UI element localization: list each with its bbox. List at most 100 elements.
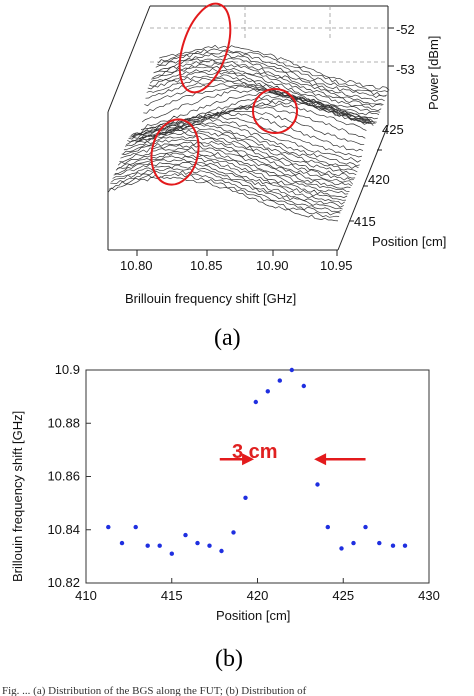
y-axis: 10.82 10.84 10.86 10.88 10.9	[47, 362, 91, 590]
x-tick-label: 420	[247, 588, 269, 603]
bgs-trace	[138, 98, 369, 139]
data-point	[169, 551, 174, 556]
width-annotation: 3 cm	[219, 441, 366, 466]
highlight-ellipse-left	[150, 118, 200, 186]
bgs-trace	[121, 141, 352, 187]
frequency-tick-label: 10.80	[120, 258, 153, 273]
bgs-trace	[152, 62, 383, 108]
z-axis-label: Power [dBm]	[426, 36, 441, 110]
data-point	[377, 540, 382, 546]
x-tick-label: 430	[418, 588, 440, 603]
data-point	[231, 530, 236, 535]
x-tick-label: 425	[332, 588, 354, 603]
bgs-trace	[126, 129, 357, 176]
panel-a-waterfall: -52 -53 Power [dBm] 425 420 415 Position…	[107, 2, 446, 351]
bgs-trace	[157, 48, 389, 93]
bgs-trace	[143, 85, 374, 126]
data-point	[145, 543, 150, 548]
data-point	[315, 482, 320, 487]
frequency-tick-label: 10.85	[190, 258, 223, 273]
frequency-axis: 10.80 10.85 10.90 10.95	[120, 250, 353, 273]
panel-label-b: (b)	[215, 646, 243, 672]
frequency-tick-label: 10.95	[320, 258, 353, 273]
z-tick-label: -53	[396, 62, 415, 77]
data-point	[253, 399, 258, 405]
waterfall-traces	[107, 44, 390, 222]
data-point	[339, 546, 344, 551]
data-points	[106, 367, 408, 556]
data-point	[119, 540, 125, 546]
bgs-trace	[120, 144, 351, 189]
data-point	[157, 543, 162, 548]
bgs-trace	[148, 71, 380, 116]
right-arrow-head	[314, 453, 327, 466]
data-point	[277, 378, 282, 383]
data-point	[390, 543, 396, 548]
bgs-trace	[123, 135, 354, 181]
frequency-tick-label: 10.90	[256, 258, 289, 273]
z-tick-label: -52	[396, 22, 415, 37]
y-tick-label: 10.84	[47, 522, 80, 537]
data-point	[402, 543, 408, 548]
bgs-trace	[111, 167, 342, 213]
bgs-trace	[115, 155, 347, 201]
waterfall-frame	[107, 5, 389, 251]
data-point	[363, 524, 368, 530]
bgs-trace	[151, 65, 382, 112]
data-point	[207, 543, 212, 548]
y-tick-label: 10.82	[47, 575, 80, 590]
data-point	[351, 540, 356, 546]
position-tick-label: 425	[382, 122, 404, 137]
bgs-trace	[132, 112, 364, 152]
position-tick-label: 420	[368, 172, 390, 187]
data-point	[106, 524, 111, 530]
bgs-trace	[109, 173, 340, 218]
frequency-axis-label: Brillouin frequency shift [GHz]	[125, 291, 296, 306]
data-point	[301, 383, 306, 389]
position-axis: 425 420 415	[349, 122, 404, 229]
bgs-trace	[117, 150, 349, 195]
bgs-trace	[144, 83, 375, 125]
x-axis: 410 415 420 425 430	[75, 578, 440, 603]
x-axis-label: Position [cm]	[216, 608, 290, 623]
bgs-trace	[128, 124, 359, 169]
bgs-trace	[114, 158, 346, 205]
y-tick-label: 10.88	[47, 415, 80, 430]
left-arrow-head	[242, 453, 255, 466]
bgs-trace	[155, 53, 386, 99]
bgs-trace	[139, 94, 371, 136]
x-tick-label: 415	[161, 588, 183, 603]
bgs-trace	[147, 74, 378, 120]
y-tick-label: 10.86	[47, 469, 80, 484]
bgs-trace	[131, 115, 362, 158]
data-point	[243, 495, 248, 500]
data-point	[219, 548, 224, 554]
bgs-trace	[110, 170, 341, 216]
position-axis-label: Position [cm]	[372, 234, 446, 249]
panel-b-scatter: 10.82 10.84 10.86 10.88 10.9 410 415 420 425 430…	[10, 362, 440, 672]
data-point	[133, 524, 138, 530]
data-point	[183, 532, 188, 538]
data-point	[325, 524, 330, 530]
highlight-ellipse-peak	[178, 2, 232, 94]
y-tick-label: 10.9	[55, 362, 80, 377]
y-axis-label: Brillouin frequency shift [GHz]	[10, 411, 25, 582]
position-tick-label: 415	[354, 214, 376, 229]
bgs-trace	[156, 50, 388, 97]
bgs-trace	[134, 110, 365, 145]
width-annotation-label: 3 cm	[232, 441, 278, 463]
bgs-trace	[127, 126, 358, 173]
caption-fragment: Fig. ... (a) Distribution of the BGS alo…	[2, 685, 307, 696]
bgs-trace	[149, 67, 381, 113]
highlight-ellipse-right	[252, 88, 298, 134]
bgs-trace	[107, 176, 339, 222]
bgs-trace	[122, 138, 354, 185]
x-tick-label: 410	[75, 588, 97, 603]
bgs-trace	[153, 59, 384, 105]
data-point	[265, 389, 270, 394]
bgs-trace	[119, 147, 350, 192]
data-point	[289, 367, 294, 373]
bgs-trace	[154, 57, 385, 102]
bgs-trace	[117, 152, 348, 198]
